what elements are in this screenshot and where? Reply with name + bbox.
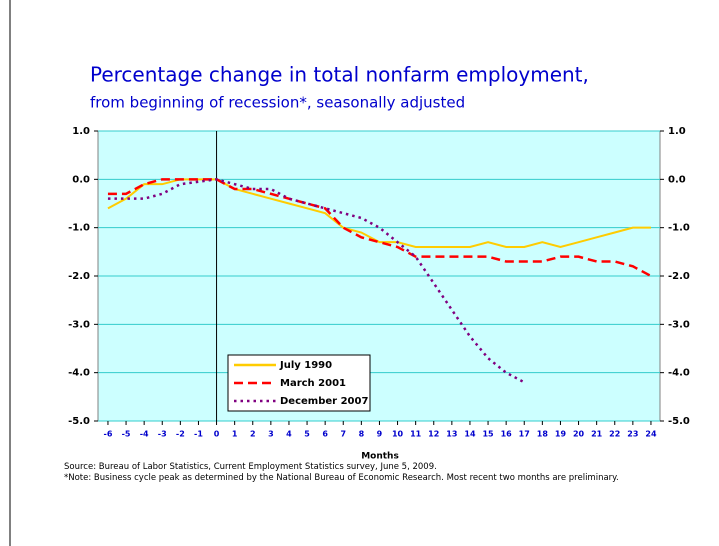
x-tick-label: 18: [537, 430, 549, 439]
x-tick-label: 10: [392, 430, 404, 439]
x-tick-label: 0: [214, 430, 220, 439]
legend-label: March 2001: [280, 378, 346, 389]
series-line: [107, 178, 525, 384]
y2-tick-label: 0.0: [668, 174, 686, 185]
y2-tick-label: -4.0: [668, 368, 690, 379]
x-tick-label: 3: [268, 430, 274, 439]
y-tick-label: -5.0: [68, 416, 90, 427]
x-tick-label: 19: [555, 430, 567, 439]
x-tick-label: 8: [359, 430, 365, 439]
x-tick-label: 13: [446, 430, 457, 439]
x-tick-label: 22: [609, 430, 620, 439]
x-tick-label: 20: [573, 430, 585, 439]
x-tick-label: 6: [322, 430, 328, 439]
x-tick-label: -2: [176, 430, 185, 439]
x-tick-label: -4: [140, 430, 149, 439]
x-tick-label: 17: [519, 430, 530, 439]
x-tick-label: 4: [286, 430, 292, 439]
x-tick-label: -1: [194, 430, 203, 439]
x-tick-label: 21: [591, 430, 603, 439]
y-tick-label: 1.0: [72, 126, 90, 137]
y-tick-label: -1.0: [68, 223, 90, 234]
y-tick-label: 0.0: [72, 174, 90, 185]
x-axis-label: Months: [361, 452, 399, 462]
y2-tick-label: -5.0: [668, 416, 690, 427]
y2-tick-label: -1.0: [668, 223, 690, 234]
x-tick-label: -3: [158, 430, 167, 439]
series-line: [107, 178, 651, 249]
y2-tick-label: 1.0: [668, 126, 686, 137]
x-tick-label: 5: [304, 430, 310, 439]
x-tick-label: 1: [232, 430, 238, 439]
x-tick-label: 11: [410, 430, 422, 439]
x-tick-label: 15: [482, 430, 494, 439]
chart-title: Percentage change in total nonfarm emplo…: [90, 63, 589, 87]
chart-subtitle: from beginning of recession*, seasonally…: [90, 94, 465, 112]
slide-border: [9, 0, 11, 546]
x-tick-label: 14: [464, 430, 476, 439]
x-tick-label: 16: [501, 430, 513, 439]
x-tick-label: 23: [627, 430, 638, 439]
legend-label: July 1990: [279, 360, 332, 371]
y-tick-label: -4.0: [68, 368, 90, 379]
x-tick-label: 9: [377, 430, 383, 439]
x-tick-label: 12: [428, 430, 439, 439]
x-tick-label: 24: [645, 430, 657, 439]
y-tick-label: -2.0: [68, 271, 90, 282]
y2-tick-label: -3.0: [668, 319, 690, 330]
legend-label: December 2007: [280, 396, 368, 407]
y-tick-label: -3.0: [68, 319, 90, 330]
x-tick-label: -6: [104, 430, 113, 439]
footnote: *Note: Business cycle peak as determined…: [64, 473, 619, 483]
x-tick-label: -5: [122, 430, 131, 439]
x-tick-label: 2: [250, 430, 256, 439]
y2-tick-label: -2.0: [668, 271, 690, 282]
series-line: [107, 178, 652, 278]
x-tick-label: 7: [340, 430, 346, 439]
source-note: Source: Bureau of Labor Statistics, Curr…: [64, 462, 437, 472]
